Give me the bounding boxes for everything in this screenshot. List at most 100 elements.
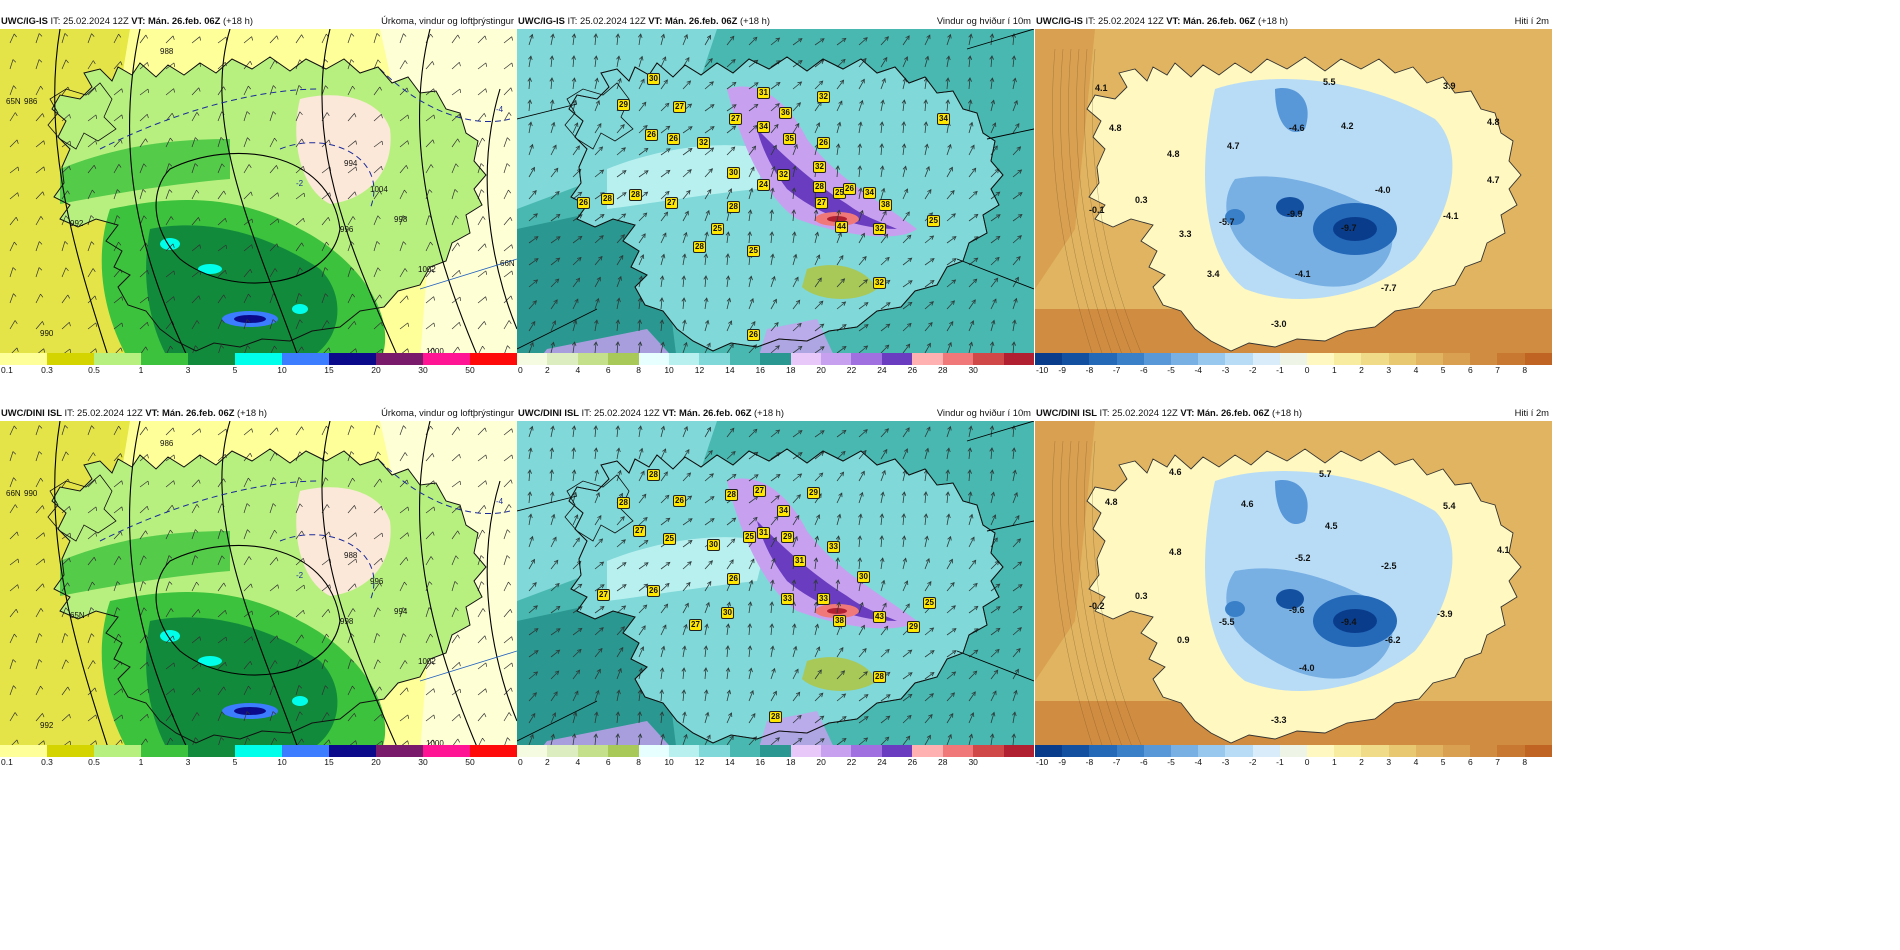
temperature-value-label: -2.5 xyxy=(1381,561,1397,571)
colorbar-swatch xyxy=(517,353,548,365)
temperature-value-label: -0.1 xyxy=(1089,205,1105,215)
temperature-value-label: 5.5 xyxy=(1323,77,1336,87)
gust-value-label: 26 xyxy=(647,585,660,597)
contour-label: 66N xyxy=(6,489,21,498)
panel-header-left: UWC/DINI ISL IT: 25.02.2024 12Z VT: Mán.… xyxy=(518,406,784,420)
colorbar-swatch xyxy=(94,353,141,365)
colorbar-tick-label: 10 xyxy=(664,365,674,375)
panel-title: Hiti í 2m xyxy=(1514,407,1549,418)
lead-time: (+18 h) xyxy=(1272,407,1303,418)
gust-value-label: 36 xyxy=(779,107,792,119)
gust-value-label: 33 xyxy=(781,593,794,605)
colorbar-tick-label: 5 xyxy=(1440,757,1446,767)
colorbar-swatch xyxy=(423,353,470,365)
contour-label: 988 xyxy=(344,551,358,560)
gust-value-label: 43 xyxy=(873,611,886,623)
contour-label: 994 xyxy=(394,607,408,616)
colorbar-tick-label: 2 xyxy=(545,757,550,767)
temperature-value-label: 0.9 xyxy=(1177,635,1190,645)
colorbar-tick-label: -7 xyxy=(1112,757,1121,767)
gust-value-label: 27 xyxy=(689,619,702,631)
colorbar-swatch xyxy=(729,353,761,365)
temperature-value-label: -6.2 xyxy=(1385,635,1401,645)
gust-value-label: 35 xyxy=(783,133,796,145)
contour-label: 1004 xyxy=(370,185,388,194)
contour-label: 994 xyxy=(344,159,358,168)
colorbar-swatch xyxy=(699,353,730,365)
gust-value-label: 33 xyxy=(817,593,830,605)
temperature-value-label: 4.6 xyxy=(1241,499,1254,509)
gust-value-label: 27 xyxy=(753,485,766,497)
panel-title: Úrkoma, vindur og loftþrýstingur xyxy=(381,15,514,26)
colorbar-swatch xyxy=(517,745,548,757)
colorbar-swatch xyxy=(608,745,639,757)
colorbar-swatch xyxy=(94,745,141,757)
init-time: IT: 25.02.2024 12Z xyxy=(50,15,129,26)
contour-label: 986 xyxy=(24,97,38,106)
colorbar-swatch xyxy=(1116,353,1144,365)
colorbar-ticks: 0.1 0.3 0.5 1 3 5 10 15 20 30 50 xyxy=(0,365,517,377)
colorbar-tick-label: -5 xyxy=(1167,365,1175,375)
gust-value-label: 32 xyxy=(817,91,830,103)
contour-label: 996 xyxy=(340,225,354,234)
gust-value-label: 26 xyxy=(747,329,760,341)
colorbar-swatch xyxy=(577,353,609,365)
gust-value-label: 32 xyxy=(873,223,886,235)
colorbar-swatch xyxy=(851,353,882,365)
gust-value-label: 33 xyxy=(827,541,840,553)
colorbar-swatch xyxy=(1334,353,1362,365)
colorbar-tick-label: 6 xyxy=(1467,757,1473,767)
colorbar-swatch xyxy=(547,353,578,365)
colorbar-swatch xyxy=(638,353,670,365)
colorbar-tick-label: -6 xyxy=(1140,757,1148,767)
contour-label: 988 xyxy=(160,47,174,56)
colorbar-swatch xyxy=(1035,745,1063,757)
temperature-value-label: 4.8 xyxy=(1105,497,1118,507)
colorbar-tick-label: 16 xyxy=(755,757,766,767)
colorbar-tick-label: -2 xyxy=(1248,757,1257,767)
gust-value-label: 25 xyxy=(743,531,756,543)
colorbar-swatch xyxy=(699,745,730,757)
colorbar-tick-label: 4 xyxy=(575,757,581,767)
colorbar-swatch xyxy=(973,745,1004,757)
temperature-value-label: -4.1 xyxy=(1443,211,1459,221)
colorbar-swatch xyxy=(282,745,329,757)
temperature-value-label: 4.1 xyxy=(1095,83,1108,93)
temperature-value-label: -4.6 xyxy=(1289,123,1305,133)
gust-value-label: 30 xyxy=(707,539,720,551)
colorbar-tick-label: 0.5 xyxy=(88,757,100,767)
colorbar-swatch xyxy=(821,353,852,365)
contour-label: 1000 xyxy=(426,739,444,748)
colorbar-swatch xyxy=(912,353,943,365)
lead-time: (+18 h) xyxy=(739,15,770,26)
gust-value-label: 38 xyxy=(879,199,892,211)
panel-header: UWC/DINI ISL IT: 25.02.2024 12Z VT: Mán.… xyxy=(1035,406,1552,420)
gust-value-label: 27 xyxy=(673,101,686,113)
panel-igis-precip: UWC/IG-IS IT: 25.02.2024 12Z VT: Mán. 26… xyxy=(0,14,517,391)
contour-label: 1002 xyxy=(418,265,436,274)
colorbar-swatch xyxy=(0,353,47,365)
colorbar-tick-label: 5 xyxy=(1440,365,1446,375)
colorbar-tick-label: 3 xyxy=(1386,757,1392,767)
colorbar-swatch xyxy=(329,745,376,757)
colorbar-tick-label: 1 xyxy=(138,365,144,375)
temperature-value-label: 0.3 xyxy=(1135,195,1148,205)
colorbar-tick-label: 8 xyxy=(1522,757,1528,767)
colorbar-swatch xyxy=(188,745,235,757)
map-area: -2 -4 1000 1002 996 998 994 988 986 990 992 65N 66N xyxy=(0,421,517,754)
colorbar-swatch xyxy=(760,745,791,757)
colorbar xyxy=(0,353,517,365)
colorbar-tick-label: 5 xyxy=(232,365,238,375)
gust-value-label: 30 xyxy=(721,607,734,619)
panel-header: UWC/IG-IS IT: 25.02.2024 12Z VT: Mán. 26… xyxy=(0,14,517,28)
colorbar-tick-label: -3 xyxy=(1221,757,1230,767)
panel-header-left: UWC/IG-IS IT: 25.02.2024 12Z VT: Mán. 26… xyxy=(1036,14,1288,28)
colorbar-tick-label: 20 xyxy=(816,365,826,375)
gust-value-label: 25 xyxy=(927,215,940,227)
temperature-value-label: 4.8 xyxy=(1109,123,1122,133)
colorbar-swatch xyxy=(547,745,578,757)
contour-label: 998 xyxy=(394,215,408,224)
gust-value-label: 26 xyxy=(817,137,830,149)
gust-value-label: 29 xyxy=(617,99,630,111)
colorbar-tick-label: 15 xyxy=(324,365,334,375)
